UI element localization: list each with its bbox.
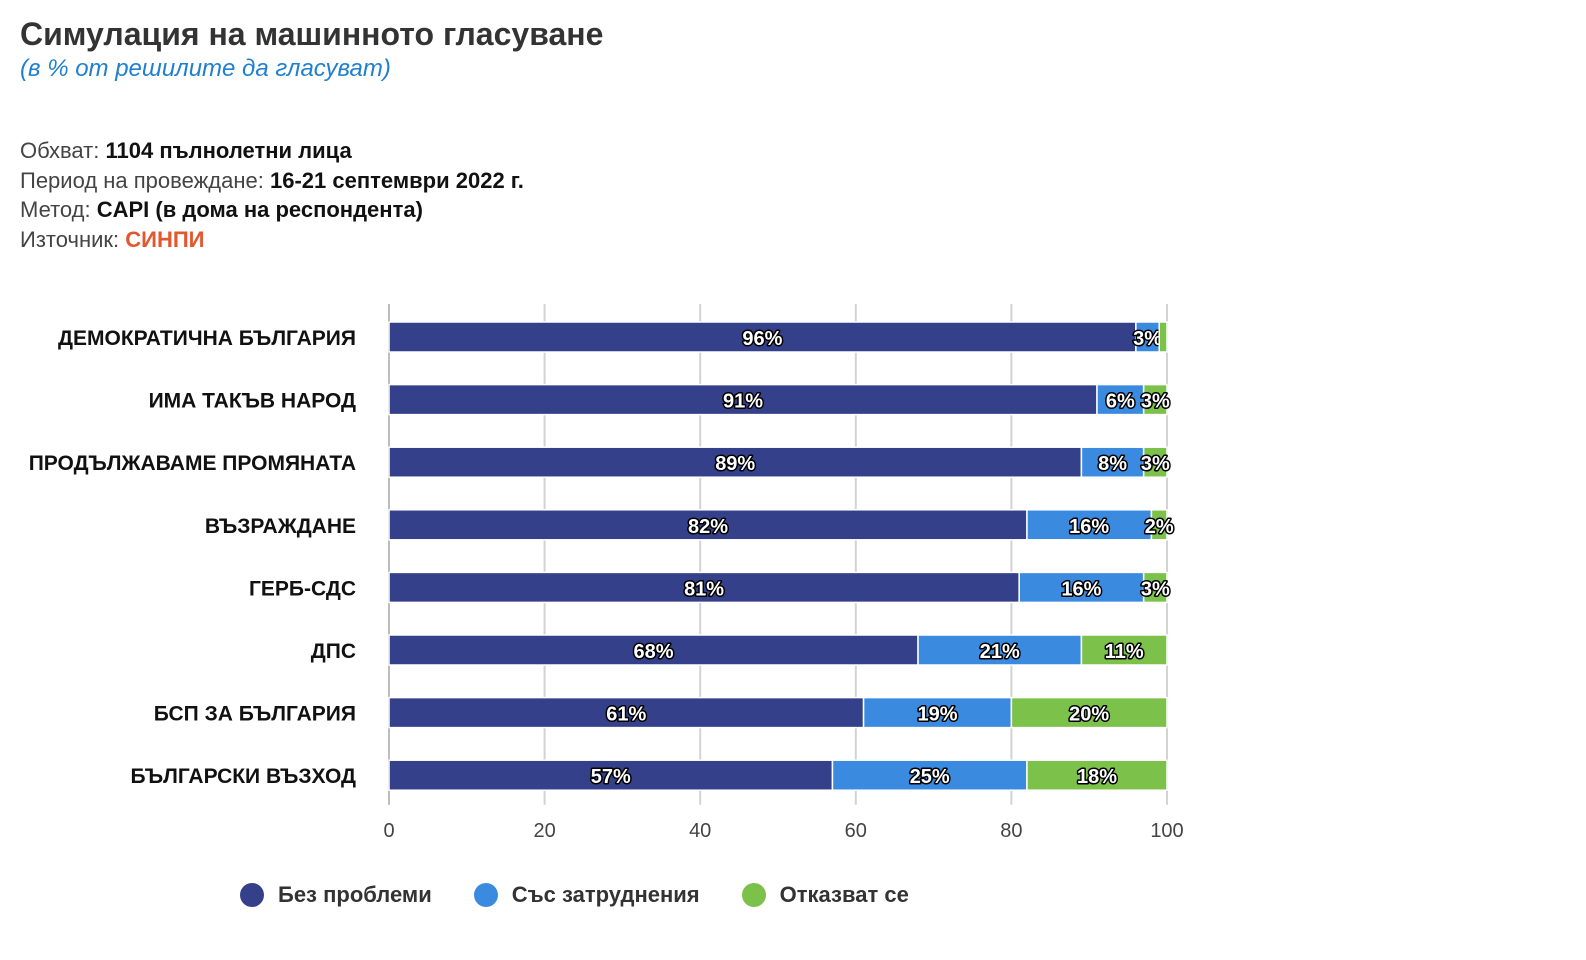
page-subtitle: (в % от решилите да гласуват) <box>20 55 391 82</box>
data-label: 20% <box>1069 704 1109 726</box>
data-label: 16% <box>1069 516 1109 538</box>
data-label: 3% <box>1141 453 1170 475</box>
data-label: 6% <box>1106 391 1135 413</box>
bar-segment <box>388 759 834 791</box>
legend-label-give-up: Отказват се <box>779 882 909 907</box>
bar-segment <box>388 696 865 729</box>
bar-segment <box>388 571 1020 604</box>
meta-period-label: Период на провеждане: <box>20 167 264 193</box>
meta-period: Период на провеждане: 16-21 септември 20… <box>20 166 524 196</box>
data-label: 81% <box>684 578 724 600</box>
bar-segment <box>388 446 1083 478</box>
meta-source-label: Източник: <box>20 226 120 252</box>
data-label: 57% <box>591 766 631 788</box>
data-label: 89% <box>715 453 755 475</box>
bar-segment <box>1150 509 1168 541</box>
x-tick-label: 40 <box>689 820 711 842</box>
data-label: 3% <box>1141 391 1170 413</box>
bar-segment <box>1142 383 1168 416</box>
bar-segment <box>1026 509 1153 541</box>
chart-legend: Без проблеми Със затруднения Отказват се <box>240 882 951 908</box>
stacked-bar-chart: 0 20 40 60 80 100 ДЕМОКРАТИЧНА БЪЛГАРИЯ 96% 3% ИМ… <box>29 304 1184 842</box>
bar-segment <box>1096 383 1145 416</box>
data-label: 18% <box>1077 766 1117 788</box>
bar-segment <box>1026 759 1168 791</box>
category-label: ВЪЗРАЖДАНЕ <box>205 515 356 538</box>
legend-item-with-difficulties: Със затруднения <box>473 882 700 908</box>
meta-scope-value: 1104 пълнолетни лица <box>105 138 352 163</box>
chart-header: Симулация на машинното гласуване (в % от… <box>20 14 603 84</box>
meta-scope: Обхват: 1104 пълнолетни лица <box>20 136 524 166</box>
category-label: БЪЛГАРСКИ ВЪЗХОД <box>131 765 356 788</box>
bar-segment <box>1080 446 1145 478</box>
bar-segment <box>388 634 919 666</box>
x-tick-label: 0 <box>383 820 394 842</box>
page-title: Симулация на машинното гласуване <box>20 16 604 52</box>
data-label: 21% <box>980 641 1020 663</box>
meta-source-value: СИНПИ <box>125 226 205 252</box>
legend-item-give-up: Отказват се <box>741 882 909 908</box>
data-label: 96% <box>742 328 782 350</box>
x-tick-label: 100 <box>1150 820 1183 842</box>
data-label: 91% <box>723 391 763 413</box>
data-label: 25% <box>910 766 950 788</box>
bar-segment <box>388 321 1137 353</box>
bar-segment <box>1010 696 1168 729</box>
legend-swatch-with-difficulties <box>473 883 498 907</box>
meta-source: Източник: СИНПИ <box>20 225 524 255</box>
data-label: 68% <box>634 641 674 663</box>
x-tick-label: 80 <box>1000 820 1022 842</box>
data-label: 2% <box>1145 516 1174 538</box>
category-label: ПРОДЪЛЖАВАМЕ ПРОМЯНАТА <box>29 452 356 475</box>
bar-segment <box>1142 446 1168 478</box>
x-tick-label: 20 <box>533 820 555 842</box>
bar-segment <box>1018 571 1145 604</box>
survey-meta: Обхват: 1104 пълнолетни лица Период на п… <box>20 136 524 254</box>
legend-swatch-give-up <box>741 883 766 907</box>
meta-period-value: 16-21 септември 2022 г. <box>270 167 524 193</box>
data-label: 82% <box>688 516 728 538</box>
meta-method-label: Метод: <box>20 197 91 222</box>
legend-label-with-difficulties: Със затруднения <box>511 882 700 907</box>
meta-scope-label: Обхват: <box>20 138 100 163</box>
meta-method-value: CAPI (в дома на респондента) <box>96 197 423 222</box>
category-label: ГЕРБ-СДС <box>249 577 356 600</box>
category-label: ДПС <box>311 640 356 663</box>
data-label: 3% <box>1133 328 1162 350</box>
category-label: ДЕМОКРАТИЧНА БЪЛГАРИЯ <box>58 327 356 350</box>
data-label: 3% <box>1141 578 1170 600</box>
bar-segment <box>862 696 1013 729</box>
data-label: 19% <box>917 704 957 726</box>
data-label: 61% <box>606 704 646 726</box>
legend-swatch-no-problems <box>240 883 264 907</box>
category-label: ИМА ТАКЪВ НАРОД <box>149 390 356 413</box>
bar-segment <box>1142 571 1168 604</box>
bar-segment <box>1158 321 1168 353</box>
category-label: БСП ЗА БЪЛГАРИЯ <box>154 703 356 726</box>
bar-segment <box>388 509 1028 541</box>
legend-item-no-problems: Без проблеми <box>240 882 432 908</box>
data-label: 8% <box>1098 453 1127 475</box>
meta-method: Метод: CAPI (в дома на респондента) <box>20 195 524 225</box>
bar-segment <box>1080 634 1168 666</box>
x-tick-label: 60 <box>845 820 867 842</box>
data-label: 11% <box>1105 641 1144 663</box>
data-label: 16% <box>1061 578 1101 600</box>
legend-label-no-problems: Без проблеми <box>278 882 432 907</box>
bar-segment <box>388 383 1098 416</box>
